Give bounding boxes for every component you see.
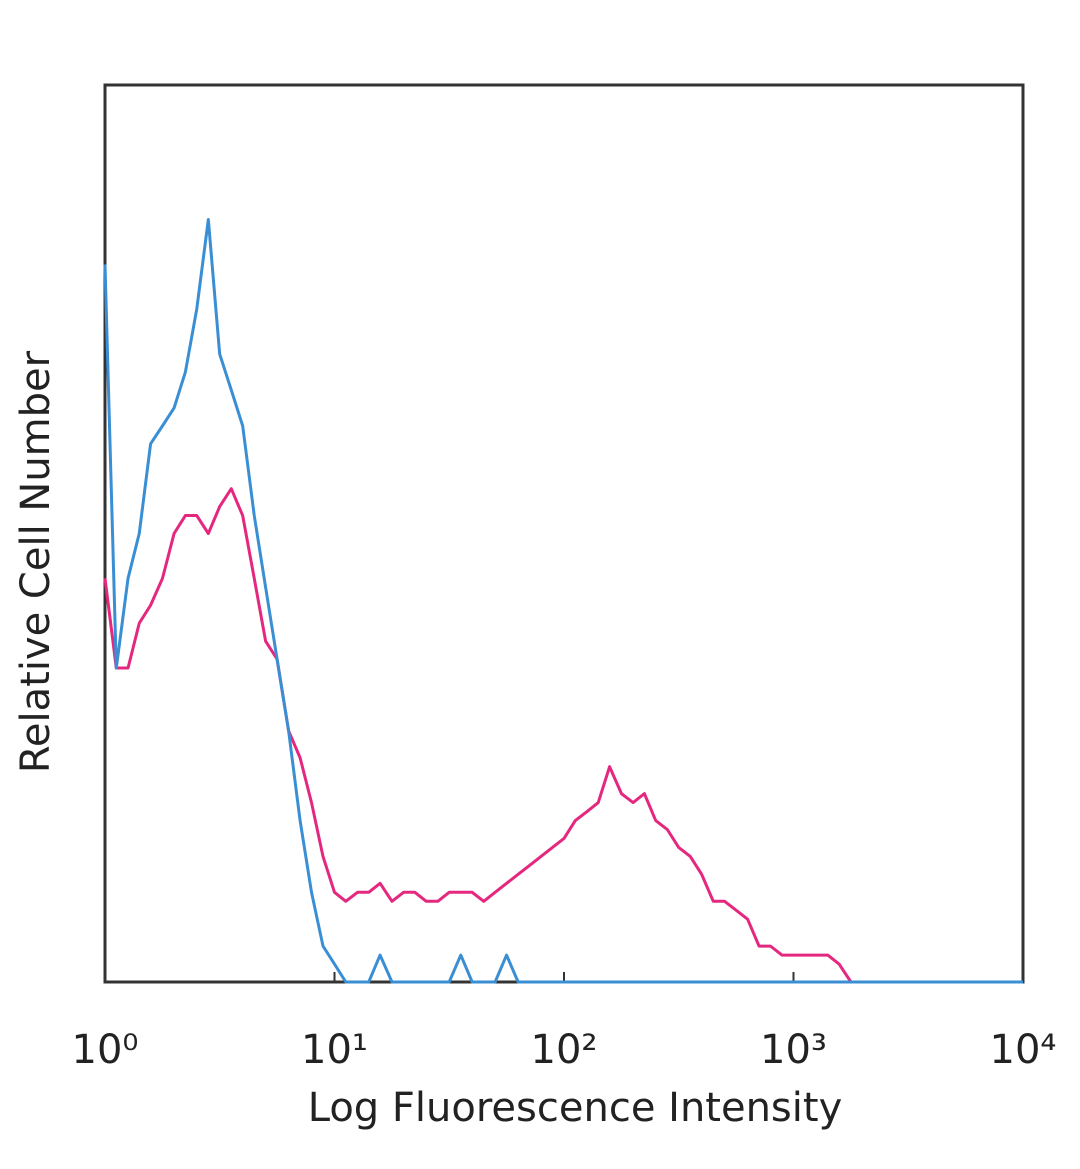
x-axis-label: Log Fluorescence Intensity	[308, 1085, 843, 1131]
series-line	[103, 487, 1023, 984]
plot-frame	[103, 83, 1025, 984]
x-tick-label: 10³	[760, 1027, 827, 1073]
y-axis-label: Relative Cell Number	[13, 350, 59, 773]
x-tick-label: 10⁴	[990, 1027, 1057, 1073]
x-tick-label: 10⁰	[72, 1027, 139, 1073]
x-tick-label: 10¹	[301, 1027, 368, 1073]
series-line	[103, 218, 1023, 984]
x-tick-label: 10²	[531, 1027, 598, 1073]
